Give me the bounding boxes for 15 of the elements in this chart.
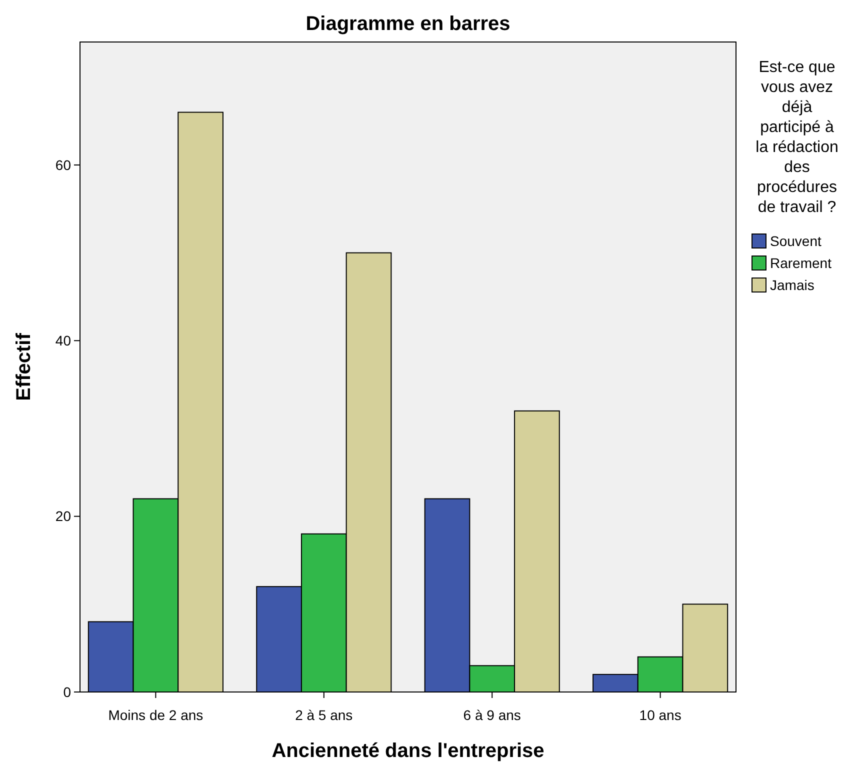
x-tick-label: 10 ans (639, 707, 682, 723)
legend-label: Jamais (770, 277, 814, 293)
y-tick-label: 20 (55, 508, 72, 524)
y-axis-title: Effectif (13, 332, 35, 401)
x-tick-label: Moins de 2 ans (108, 707, 204, 723)
y-tick-label: 0 (63, 684, 72, 700)
legend-title: Est-ce que vous avez déjà participé à la rédaction des procédures de travail ? (756, 59, 838, 216)
x-axis-title: Ancienneté dans l'entreprise (272, 740, 544, 762)
y-tick-label: 40 (55, 332, 72, 349)
chart-title: Diagramme en barres (306, 13, 510, 35)
x-tick-label: 6 à 9 ans (463, 707, 521, 723)
y-tick-label: 60 (55, 156, 72, 173)
legend-label: Rarement (770, 255, 832, 271)
legend-label: Souvent (770, 233, 822, 249)
x-tick-label: 2 à 5 ans (295, 707, 353, 723)
